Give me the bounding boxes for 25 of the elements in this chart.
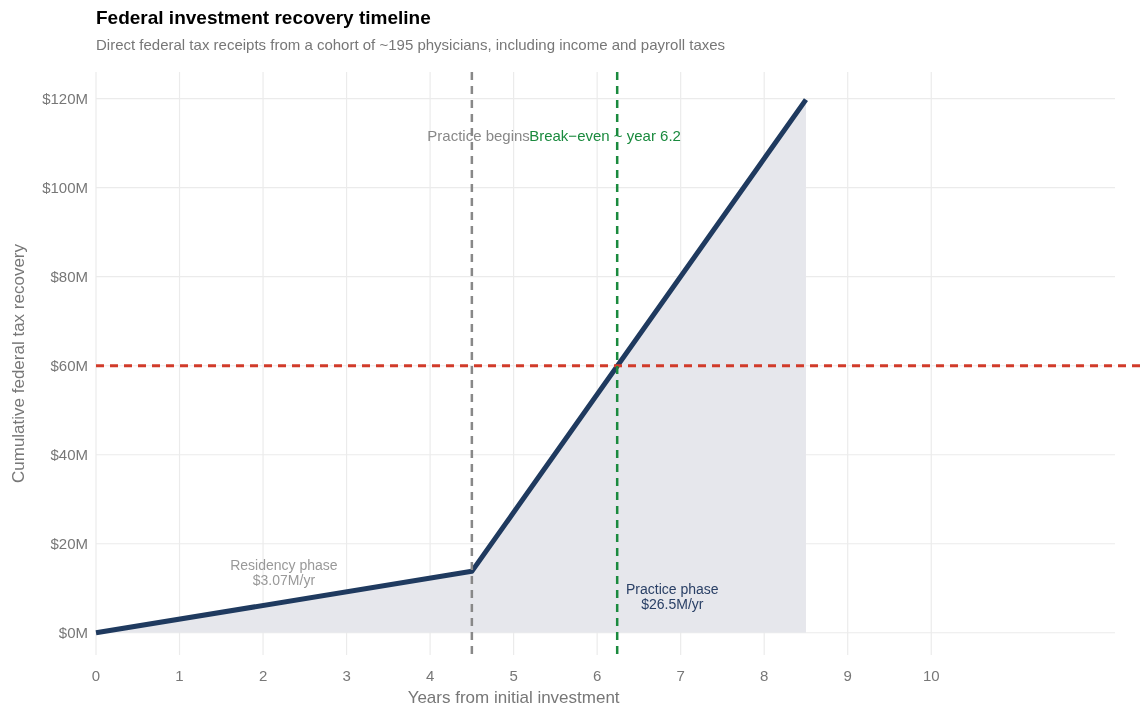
- x-tick-label: 1: [175, 667, 184, 684]
- y-tick-label: $60M: [50, 356, 88, 374]
- x-tick-label: 7: [676, 667, 685, 684]
- chart-title: Federal investment recovery timeline: [96, 7, 431, 28]
- x-tick-label: 5: [509, 667, 518, 684]
- y-tick-label: $80M: [50, 267, 88, 285]
- chart-subtitle: Direct federal tax receipts from a cohort of ~195 physicians, including income and payroll taxes: [96, 36, 726, 53]
- y-tick-label: $120M: [42, 89, 88, 107]
- x-axis-title: Years from initial investment: [407, 688, 620, 707]
- x-tick-label: 0: [91, 667, 101, 684]
- y-tick-label: $0M: [58, 623, 88, 641]
- annotation: Residency phase $3.07M/yr: [230, 556, 338, 588]
- x-tick-label: 4: [425, 667, 435, 684]
- x-tick-label: 2: [258, 667, 268, 684]
- x-tick-label: 6: [592, 667, 602, 684]
- y-tick-label: $100M: [42, 178, 88, 196]
- annotation: Practice phase $26.5M/yr: [626, 581, 719, 613]
- x-tick-label: 8: [760, 667, 769, 684]
- y-axis-title: Cumulative federal tax recovery: [9, 243, 28, 484]
- x-tick-label: 9: [843, 667, 852, 684]
- ref-line-label: Practice begins: [427, 127, 530, 144]
- y-tick-label: $40M: [50, 445, 88, 463]
- y-tick-label: $20M: [50, 534, 88, 552]
- x-tick-label: 3: [342, 667, 351, 684]
- x-tick-label: 10: [922, 667, 940, 684]
